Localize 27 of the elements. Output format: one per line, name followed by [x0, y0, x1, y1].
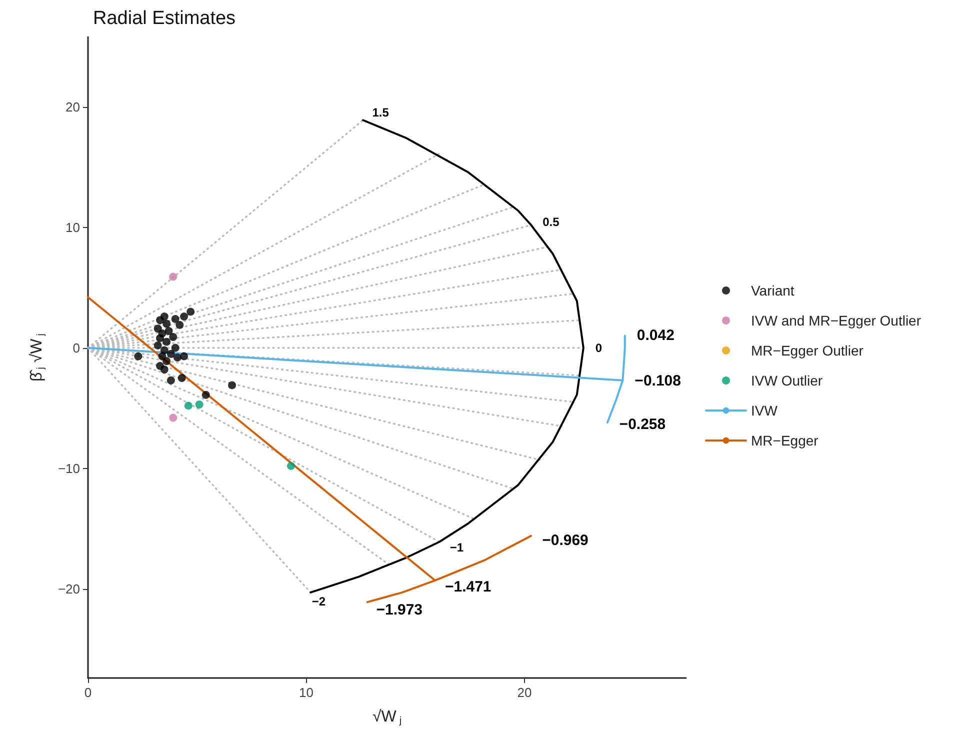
legend-label: IVW Outlier — [751, 372, 823, 388]
annotation: −1 — [450, 540, 464, 555]
annotation: 0 — [595, 340, 602, 355]
legend-label: Variant — [751, 282, 794, 298]
annotation: −2 — [312, 594, 326, 608]
legend-label: MR−Egger — [751, 432, 819, 448]
annotation: −0.969 — [542, 532, 588, 550]
x-tick-label: 0 — [84, 685, 92, 700]
annotation: −1.973 — [376, 602, 423, 619]
y-tick-label: 10 — [66, 220, 80, 235]
annotation: −1.471 — [444, 578, 492, 596]
annotation: −0.258 — [619, 416, 666, 433]
y-tick-label: −20 — [58, 581, 80, 596]
annotation: 0.042 — [636, 327, 674, 344]
annotation: 1.5 — [372, 105, 390, 120]
y-axis-title: β̂j √Wj — [28, 334, 46, 382]
annotation: −0.108 — [634, 372, 681, 390]
y-tick-label: 0 — [72, 340, 80, 356]
y-tick-label: 20 — [66, 99, 80, 114]
legend-label: IVW — [751, 402, 778, 418]
x-tick-label: 10 — [299, 685, 314, 700]
x-tick-label: 20 — [517, 685, 532, 700]
y-tick-label: −10 — [58, 460, 80, 476]
chart-title: Radial Estimates — [93, 8, 236, 29]
legend-label: MR−Egger Outlier — [751, 342, 864, 358]
annotation: 0.5 — [542, 214, 560, 229]
legend-label: IVW and MR−Egger Outlier — [751, 312, 922, 328]
